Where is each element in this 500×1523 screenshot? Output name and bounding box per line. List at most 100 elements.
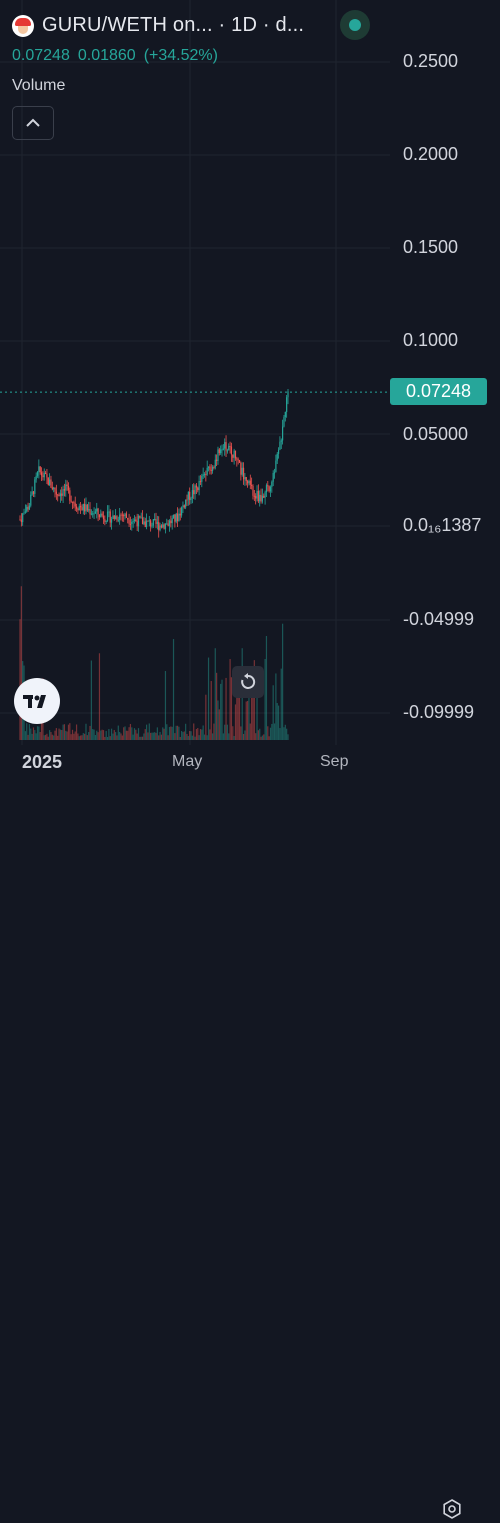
volume-bar	[206, 735, 208, 740]
candle-body	[92, 513, 94, 515]
settings-gear-icon[interactable]	[438, 1495, 466, 1523]
candle-body	[273, 472, 276, 474]
candle-body	[58, 494, 60, 497]
candle-body	[171, 518, 173, 524]
candle-body	[57, 494, 59, 496]
price-change-pct: (+34.52%)	[143, 47, 218, 64]
candle-body	[286, 397, 288, 413]
volume-bar	[98, 653, 101, 740]
candle-body	[24, 511, 26, 513]
candle-body	[96, 508, 98, 512]
volume-bar	[139, 736, 141, 740]
candle-body	[253, 495, 255, 497]
chart-canvas[interactable]	[0, 0, 500, 745]
symbol-title-row[interactable]: GURU/WETH on... · 1D · d...	[12, 14, 304, 37]
candle-body	[282, 426, 284, 441]
volume-bar	[148, 723, 150, 740]
candle-body	[22, 513, 24, 523]
price-summary: 0.07248 0.01860 (+34.52%)	[12, 47, 218, 65]
volume-bar	[261, 735, 264, 740]
volume-bar	[249, 723, 251, 740]
volume-bar	[43, 735, 45, 740]
candle-body	[70, 500, 72, 502]
volume-bar	[217, 700, 219, 740]
price-tick: 0.1000	[403, 330, 459, 350]
candle-body	[105, 520, 107, 522]
volume-bar	[121, 735, 123, 740]
candle-body	[61, 493, 63, 496]
candle-body	[245, 477, 247, 482]
volume-bar	[168, 727, 171, 740]
volume-bar	[174, 733, 176, 740]
volume-bar	[269, 727, 272, 740]
volume-bar	[39, 731, 41, 740]
volume-bar	[259, 728, 261, 740]
volume-bar	[181, 730, 183, 740]
volume-bar	[115, 732, 117, 740]
candle-body	[127, 517, 129, 520]
volume-bar	[131, 727, 133, 740]
candle-body	[211, 466, 214, 471]
volume-bar	[101, 729, 103, 740]
volume-bar	[171, 726, 173, 740]
price-tick: 0.0₁₆1387	[403, 515, 482, 535]
volume-bar	[159, 731, 161, 740]
price-tick: 0.2000	[403, 144, 459, 164]
volume-bar	[154, 732, 156, 740]
time-axis[interactable]: 2025 May Sep	[0, 745, 500, 1519]
collapse-indicators-button[interactable]	[12, 106, 54, 140]
volume-bar	[221, 679, 223, 740]
candles	[19, 388, 289, 538]
volume-bar	[47, 736, 49, 740]
candle-body	[264, 492, 266, 498]
volume-bar	[158, 735, 160, 740]
candle-body	[280, 440, 282, 442]
volume-bar	[81, 735, 83, 740]
candle-body	[63, 489, 66, 491]
volume-indicator-label[interactable]: Volume	[12, 77, 66, 94]
symbol-title[interactable]: GURU/WETH on... · 1D · d...	[42, 14, 305, 36]
candle-body	[74, 503, 76, 507]
live-status-icon[interactable]	[340, 10, 370, 40]
volume-bar	[216, 672, 218, 740]
candle-body	[229, 445, 231, 447]
volume-bar	[155, 732, 157, 740]
candle-body	[115, 516, 117, 519]
volume-bar	[82, 733, 84, 740]
candle-body	[93, 513, 95, 515]
volume-bar	[260, 736, 262, 740]
volume-bar	[276, 703, 278, 740]
candle-body	[198, 481, 200, 491]
candle-body	[154, 518, 156, 520]
candle-body	[269, 486, 272, 492]
volume-bar	[183, 731, 185, 740]
volume-bar	[284, 724, 286, 740]
reset-chart-button[interactable]	[232, 666, 264, 698]
price-axis[interactable]: 0.2500 0.2000 0.1500 0.1000 0.05000 0.0₁…	[403, 0, 500, 745]
volume-bar	[210, 681, 212, 740]
volume-bar	[275, 673, 277, 740]
volume-bar	[213, 723, 215, 740]
volume-bar	[244, 730, 246, 740]
tradingview-logo-icon[interactable]	[14, 678, 60, 724]
candle-body	[160, 525, 163, 528]
candle-body	[30, 494, 32, 506]
volume-bar	[105, 730, 107, 740]
candle-body	[162, 524, 164, 528]
last-price: 0.07248	[12, 47, 70, 64]
candle-body	[207, 466, 210, 468]
volume-bar	[135, 729, 137, 740]
candle-body	[90, 513, 92, 515]
volume-bar	[194, 736, 196, 740]
volume-bar	[202, 725, 204, 740]
candle-body	[124, 513, 126, 517]
candle-body	[35, 475, 37, 480]
candle-body	[39, 466, 41, 473]
volume-bar	[110, 728, 113, 740]
candle-body	[249, 480, 251, 485]
candle-body	[242, 467, 245, 480]
candle-body	[283, 416, 285, 427]
candle-body	[201, 475, 203, 482]
candle-body	[131, 521, 133, 524]
candle-body	[129, 523, 132, 525]
